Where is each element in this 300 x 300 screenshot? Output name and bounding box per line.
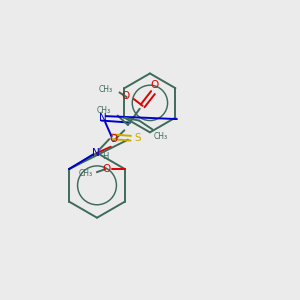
- Text: O: O: [109, 134, 117, 144]
- Text: CH₃: CH₃: [97, 106, 111, 115]
- Text: O: O: [102, 164, 110, 173]
- Text: N: N: [99, 112, 107, 123]
- Text: CH₃: CH₃: [154, 132, 168, 141]
- Text: CH₃: CH₃: [79, 169, 93, 178]
- Text: O: O: [121, 91, 129, 100]
- Text: CH₃: CH₃: [99, 85, 113, 94]
- Text: S: S: [134, 133, 141, 143]
- Text: O: O: [150, 80, 158, 90]
- Text: H: H: [102, 152, 108, 161]
- Text: N: N: [92, 148, 99, 158]
